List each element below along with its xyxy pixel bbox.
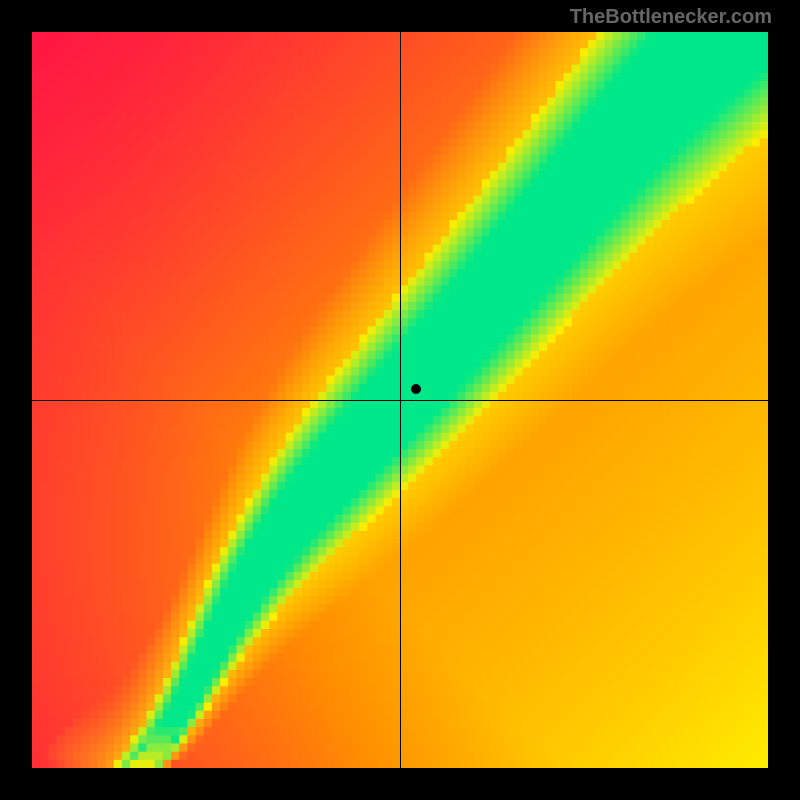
watermark-text: TheBottlenecker.com (570, 6, 772, 29)
crosshair-horizontal (32, 400, 768, 401)
